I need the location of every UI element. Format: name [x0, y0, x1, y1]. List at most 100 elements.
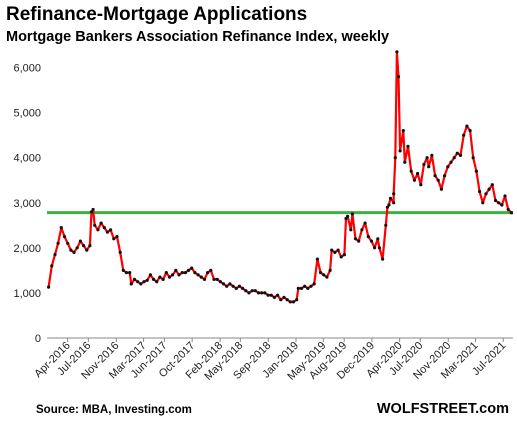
data-point [446, 165, 450, 169]
data-point [436, 178, 440, 182]
data-point [497, 201, 501, 205]
data-point [225, 284, 229, 288]
data-point [384, 223, 388, 227]
data-point [85, 248, 89, 252]
data-point [161, 277, 165, 281]
data-point [276, 293, 280, 297]
data-point [398, 149, 402, 153]
data-point [439, 187, 443, 191]
y-tick-label: 2,000 [13, 243, 41, 255]
data-point [392, 192, 396, 196]
data-point [344, 216, 348, 221]
data-point [336, 248, 340, 252]
data-point [339, 255, 343, 259]
data-point [500, 203, 504, 207]
data-point [99, 221, 103, 225]
data-point [449, 160, 453, 164]
data-point [180, 271, 184, 275]
data-point [155, 280, 159, 284]
data-point [478, 189, 482, 194]
data-point [72, 250, 76, 254]
data-point [91, 207, 95, 212]
brand-label: WOLFSTREET.com [376, 401, 509, 417]
data-point [47, 285, 51, 289]
data-point [349, 228, 353, 232]
data-point [136, 280, 140, 284]
y-tick-label: 1,000 [13, 288, 41, 300]
data-point [260, 291, 264, 295]
data-point [59, 226, 63, 230]
data-point [322, 273, 326, 277]
y-tick-label: 0 [35, 333, 41, 345]
data-point [419, 183, 423, 187]
data-point [78, 239, 82, 243]
data-point [452, 156, 456, 160]
data-point [56, 241, 60, 245]
data-point [190, 266, 194, 270]
data-point [244, 289, 248, 293]
data-point [430, 153, 434, 157]
data-point [269, 293, 273, 297]
data-point [388, 196, 393, 200]
y-axis: 0 1,000 2,000 3,000 4,000 5,000 6,000 [13, 63, 41, 345]
data-point [250, 289, 254, 293]
data-point [291, 300, 296, 304]
data-point [93, 223, 97, 227]
data-point [145, 278, 149, 282]
data-point [282, 295, 286, 299]
data-point [253, 289, 257, 293]
data-point [288, 300, 292, 304]
data-point [487, 187, 491, 191]
data-point [132, 277, 137, 281]
data-point [75, 246, 79, 250]
data-point [455, 151, 459, 155]
data-point [231, 284, 235, 288]
series-line [47, 50, 513, 303]
data-points [47, 50, 513, 304]
data-point [295, 298, 299, 302]
data-point [148, 273, 152, 277]
data-point [164, 271, 168, 275]
data-point [401, 129, 405, 133]
data-point [312, 282, 316, 286]
data-point [193, 271, 197, 275]
data-point [376, 237, 380, 241]
data-point [403, 160, 407, 164]
data-point [53, 253, 57, 257]
data-point [328, 268, 332, 272]
data-point [263, 291, 267, 295]
data-point [215, 277, 219, 281]
data-point [409, 169, 413, 173]
data-point [96, 228, 100, 232]
data-point [142, 280, 146, 284]
data-point [121, 268, 125, 272]
data-point [171, 273, 175, 277]
data-point [425, 156, 429, 160]
data-point [228, 282, 232, 286]
data-point [221, 282, 226, 286]
data-point [158, 275, 162, 279]
data-point [385, 205, 389, 209]
data-point [266, 293, 270, 297]
data-point [503, 194, 507, 198]
series-polyline [47, 50, 513, 303]
data-point [234, 286, 238, 290]
data-point [105, 230, 109, 234]
data-point [319, 271, 323, 275]
data-point [183, 271, 187, 275]
data-point [412, 178, 416, 182]
data-point [152, 277, 156, 281]
data-point [50, 264, 54, 268]
data-point [306, 286, 310, 290]
data-point [416, 171, 420, 176]
data-point [241, 286, 245, 290]
data-point [443, 174, 447, 178]
data-point [177, 273, 181, 277]
data-point [296, 286, 300, 290]
data-point [247, 291, 251, 295]
data-point [353, 237, 358, 241]
y-tick-label: 5,000 [13, 108, 41, 120]
source-note: Source: MBA, Investing.com [36, 404, 192, 416]
data-point [427, 165, 431, 169]
